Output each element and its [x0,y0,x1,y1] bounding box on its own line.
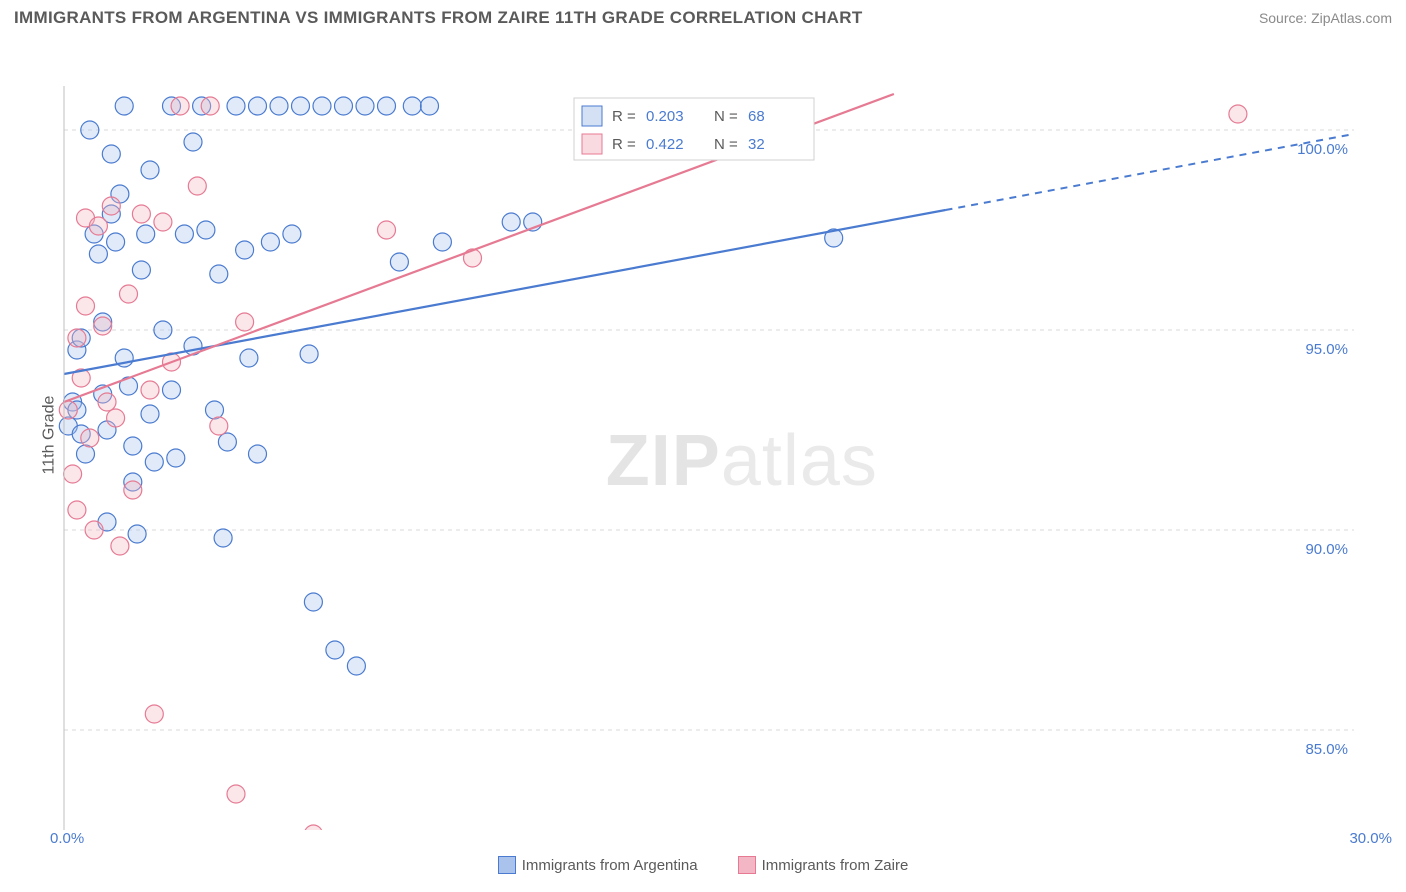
svg-text:95.0%: 95.0% [1305,341,1348,358]
svg-text:R =: R = [612,108,636,125]
svg-text:N =: N = [714,136,738,153]
svg-text:R =: R = [612,136,636,153]
x-axis-max-label: 30.0% [1349,830,1392,847]
svg-text:ZIPatlas: ZIPatlas [606,421,878,501]
legend-swatch-zaire [738,856,756,874]
scatter-plot: 85.0%90.0%95.0%100.0%ZIPatlasR = 0.203N … [14,40,1392,830]
x-axis-min-label: 0.0% [50,830,84,847]
legend-item-argentina: Immigrants from Argentina [498,856,698,874]
svg-text:N =: N = [714,108,738,125]
legend-label-zaire: Immigrants from Zaire [762,857,909,874]
chart-title: IMMIGRANTS FROM ARGENTINA VS IMMIGRANTS … [14,8,863,28]
svg-text:0.203: 0.203 [646,108,684,125]
source-attribution: Source: ZipAtlas.com [1259,10,1392,26]
svg-text:68: 68 [748,108,765,125]
svg-text:85.0%: 85.0% [1305,741,1348,758]
legend-label-argentina: Immigrants from Argentina [522,857,698,874]
bottom-legend: Immigrants from Argentina Immigrants fro… [0,856,1406,874]
legend-item-zaire: Immigrants from Zaire [738,856,909,874]
y-axis-label: 11th Grade [40,396,58,475]
legend-swatch-argentina [498,856,516,874]
svg-text:0.422: 0.422 [646,136,684,153]
svg-text:90.0%: 90.0% [1305,541,1348,558]
